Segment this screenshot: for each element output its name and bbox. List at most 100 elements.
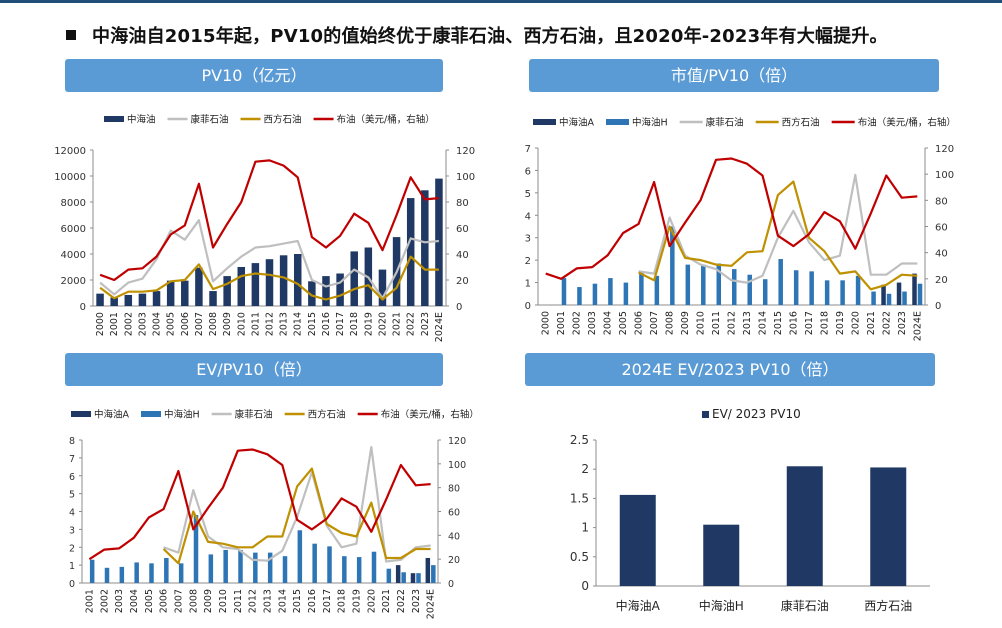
ev-x-tick-label: 2022	[396, 589, 407, 613]
ev-y-tick-label: 3	[69, 525, 75, 536]
mcap-bar-cnooc-h	[793, 270, 799, 305]
bullet-square-icon	[66, 30, 76, 40]
ev-x-tick-label: 2020	[366, 589, 377, 613]
pv10-y-tick-label: 2000	[61, 276, 86, 287]
pv10-bar-cnooc	[124, 294, 133, 306]
mcap-bar-cnooc-h	[762, 279, 768, 305]
ev-line-brent	[88, 448, 431, 561]
ev-x-tick-label: 2013	[262, 589, 273, 613]
pv10-x-tick-label: 2016	[321, 312, 332, 336]
mcap-bar-cnooc-h	[902, 291, 907, 305]
ev-x-tick-label: 2017	[322, 589, 333, 613]
mcap-bar-cnooc-h	[639, 271, 644, 305]
mcap-x-tick-label: 2015	[773, 311, 784, 335]
pv10-y2-tick-label: 20	[456, 276, 469, 287]
mcap-x-tick-label: 2003	[587, 311, 598, 335]
ev-y-tick-label: 1	[69, 561, 75, 572]
ev-bar-cnooc-h	[193, 515, 199, 583]
pv10-x-tick-label: 2014	[293, 312, 304, 336]
ev2023-y-tick-label: 1.5	[570, 491, 589, 505]
pv10-x-tick-label: 2006	[180, 312, 191, 336]
pv10-bar-cnooc	[350, 251, 358, 306]
mcap-y-tick-label: 3	[525, 234, 531, 245]
pv10-x-tick-label: 2003	[137, 312, 148, 336]
mcap-line-brent	[545, 157, 918, 280]
ev-y2-tick-label: 80	[448, 484, 460, 495]
mcap-legend-swatch-cnooc-a	[533, 119, 556, 125]
ev-x-tick-label: 2010	[218, 589, 229, 613]
pv10-bar-cnooc	[293, 254, 302, 306]
mcap-legend-label-occidental: 西方石油	[782, 117, 820, 129]
mcap-bar-cnooc-h	[608, 278, 613, 305]
pv10-x-tick-label: 2010	[236, 312, 247, 336]
ev-x-tick-label: 2019	[351, 589, 362, 613]
ev-bar-cnooc-h	[282, 556, 288, 583]
ev-y-tick-label: 8	[69, 436, 75, 447]
mcap-bar-cnooc-h	[732, 269, 737, 305]
ev-bar-cnooc-h	[342, 556, 347, 583]
ev-bar-cnooc-h	[371, 551, 377, 583]
pv10-bar-cnooc	[223, 276, 231, 306]
panel-title-pv10: PV10（亿元）	[65, 59, 443, 92]
mcap-x-tick-label: 2000	[541, 311, 552, 335]
ev-bar-cnooc-h	[134, 562, 139, 583]
mcap-bar-cnooc-h	[824, 280, 830, 305]
ev-x-tick-label: 2014	[277, 589, 288, 613]
pv10-x-tick-label: 2005	[166, 312, 177, 336]
mcap-bar-cnooc-a	[881, 284, 886, 305]
ev2023-legend-label-ev-pv10: EV/ 2023 PV10	[712, 407, 801, 421]
ev-y-tick-label: 2	[69, 543, 75, 554]
ev-line-conocophillips	[163, 446, 431, 563]
mcap-bar-cnooc-h	[577, 287, 582, 305]
mcap-y2-tick-label: 0	[935, 301, 941, 312]
pv10-bar-cnooc	[237, 267, 246, 306]
ev-bar-cnooc-h	[149, 563, 154, 583]
ev-bar-cnooc-h	[164, 557, 169, 583]
ev-x-tick-label: 2002	[99, 589, 110, 613]
ev-y-tick-label: 5	[69, 490, 75, 501]
ev2023-bar-ev-pv10	[786, 466, 823, 586]
pv10-legend-label-occidental: 西方石油	[264, 114, 302, 126]
mcap-legend-label-cnooc-a: 中海油A	[559, 117, 595, 129]
pv10-line-occidental	[99, 255, 439, 301]
pv10-y-tick-label: 12000	[54, 146, 86, 157]
ev2023-x-tick-label: 中海油H	[699, 598, 744, 613]
ev-bar-cnooc-h	[119, 566, 125, 583]
pv10-bar-cnooc	[279, 255, 288, 306]
headline-text: 中海油自2015年起，PV10的值始终优于康菲石油、西方石油，且2020年-20…	[92, 26, 888, 47]
ev2023-x-tick-label: 康菲石油	[781, 598, 829, 613]
pv10-x-tick-label: 2007	[194, 312, 205, 336]
mcap-bar-cnooc-h	[747, 274, 752, 305]
mcap-bar-cnooc-h	[855, 275, 861, 305]
ev-bar-cnooc-h	[178, 563, 184, 583]
mcap-x-tick-label: 2001	[556, 311, 567, 335]
ev-x-tick-label: 2021	[381, 589, 392, 613]
mcap-y2-tick-label: 60	[935, 223, 948, 234]
ev-y2-tick-label: 120	[448, 436, 466, 447]
mcap-x-tick-label: 2021	[866, 311, 877, 335]
ev-bar-cnooc-h	[253, 552, 258, 583]
pv10-x-tick-label: 2008	[208, 312, 219, 336]
mcap-x-tick-label: 2010	[696, 311, 707, 335]
pv10-y2-tick-label: 40	[456, 250, 469, 261]
ev-legend-label-cnooc-a: 中海油A	[94, 409, 130, 421]
mcap-y-tick-label: 7	[525, 144, 531, 155]
ev-legend-label-cnooc-h: 中海油H	[164, 409, 200, 421]
mcap-bar-cnooc-h	[623, 282, 629, 305]
pv10-x-tick-label: 2015	[307, 312, 318, 336]
mcap-y2-tick-label: 20	[935, 275, 948, 286]
ev2023-y-tick-label: 0	[581, 579, 589, 593]
ev-y2-tick-label: 40	[448, 531, 460, 542]
ev-bar-cnooc-h	[386, 568, 392, 583]
ev-bar-cnooc-h	[267, 552, 273, 583]
pv10-x-tick-label: 2012	[265, 312, 276, 336]
pv10-y2-tick-label: 60	[456, 224, 469, 235]
pv10-y-tick-label: 10000	[54, 172, 86, 183]
mcap-bar-cnooc-h	[871, 291, 876, 305]
ev-bar-cnooc-h	[208, 554, 214, 583]
ev-bar-cnooc-h	[104, 567, 110, 583]
ev-bar-cnooc-a	[395, 565, 401, 583]
mcap-y2-tick-label: 80	[935, 196, 948, 207]
pv10-x-tick-label: 2017	[335, 312, 346, 336]
ev-y2-tick-label: 0	[448, 579, 454, 590]
